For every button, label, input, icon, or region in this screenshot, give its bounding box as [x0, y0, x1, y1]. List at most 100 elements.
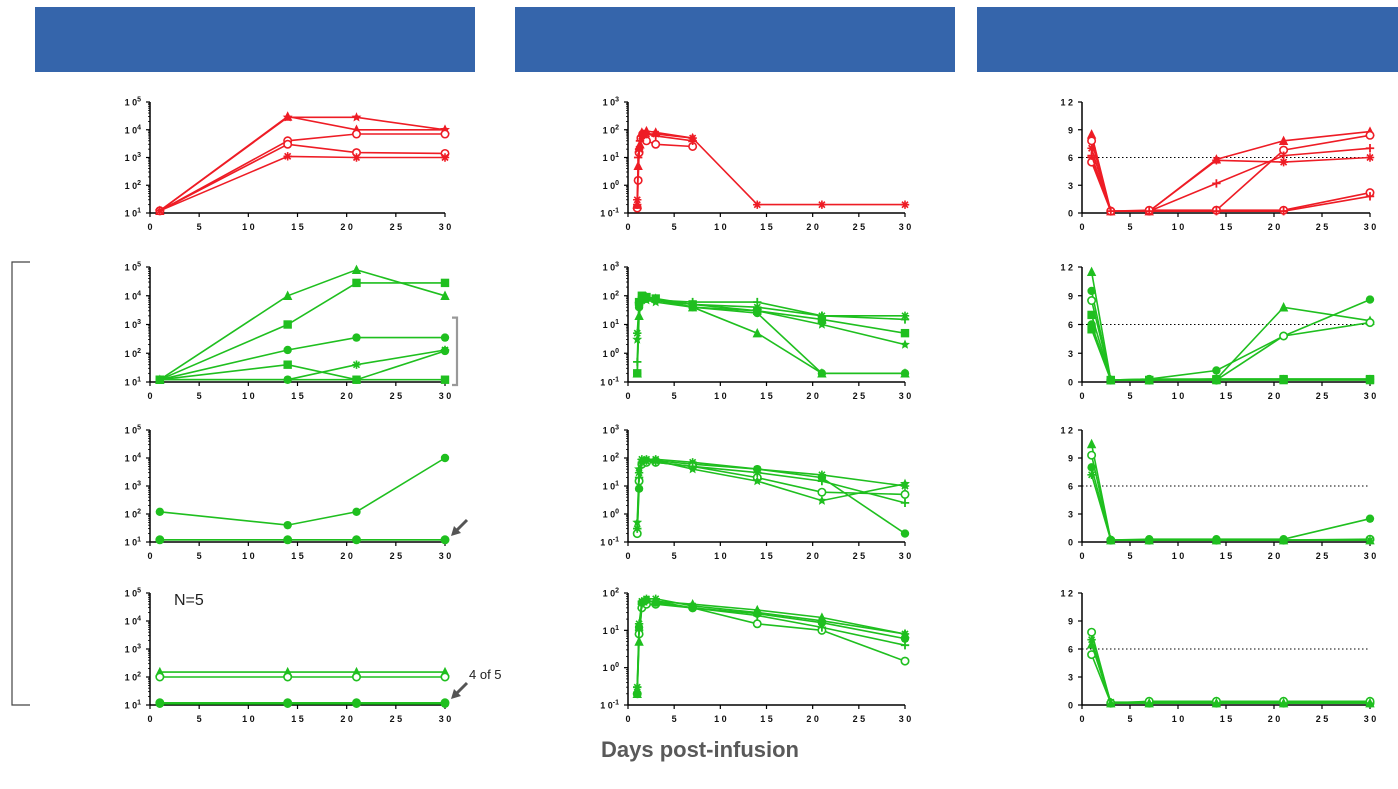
y-tick-label: 1 01 — [125, 377, 142, 388]
x-tick-label: 3 0 — [1364, 551, 1377, 561]
arrow-head — [451, 689, 461, 699]
x-tick-label: 1 5 — [760, 551, 773, 561]
series-line-3 — [1090, 654, 1370, 704]
data-point-series-5 — [816, 319, 827, 329]
data-point-series-2 — [752, 619, 762, 629]
x-tick-label: 1 5 — [291, 391, 304, 401]
y-tick-label: 1 00 — [603, 509, 620, 520]
x-tick-label: 2 0 — [1268, 551, 1281, 561]
y-tick-label: 6 — [1068, 153, 1073, 163]
series-line-5 — [159, 155, 445, 212]
data-point-series-6 — [1087, 320, 1096, 329]
data-point-series-4 — [642, 129, 651, 139]
data-point-series-5 — [283, 360, 292, 369]
data-point-series-4 — [900, 200, 910, 209]
y-tick-label: 1 01 — [125, 208, 142, 219]
data-point-series-6 — [633, 328, 642, 338]
data-point-series-5 — [440, 153, 450, 162]
data-point-series-3 — [440, 333, 450, 342]
series-line-3 — [636, 461, 906, 534]
series-line-2 — [159, 116, 446, 212]
x-tick-label: 5 — [1127, 222, 1132, 232]
data-point-series-5 — [651, 598, 660, 607]
panel-r2-c1: 1 01 1 02 1 03 1 04 1 05 0 5 1 0 1 5 2 0 2 5 3 0 — [125, 262, 459, 401]
data-point-series-3 — [440, 129, 450, 139]
y-tick-label: 3 — [1068, 673, 1073, 683]
x-tick-label: 0 — [1079, 714, 1084, 724]
data-point-series-2 — [900, 656, 910, 666]
x-tick-label: 1 5 — [291, 714, 304, 724]
y-tick-label: 6 — [1068, 645, 1073, 655]
data-point-series-6 — [651, 296, 660, 305]
data-point-series-4 — [1365, 697, 1375, 708]
data-point-series-3 — [633, 369, 642, 378]
data-point-series-1 — [155, 507, 165, 516]
data-point-series-4 — [900, 478, 910, 488]
y-tick-label: 1 01 — [125, 700, 142, 711]
x-tick-label: 3 0 — [439, 714, 452, 724]
data-point-series-4 — [283, 699, 292, 709]
data-point-series-3 — [352, 333, 361, 342]
x-tick-label: 3 0 — [439, 551, 452, 561]
data-point-series-3 — [352, 535, 361, 544]
x-tick-label: 5 — [197, 391, 202, 401]
x-tick-label: 5 — [1127, 714, 1132, 724]
data-point-series-6 — [155, 375, 165, 384]
data-point-series-4 — [753, 200, 762, 209]
x-tick-label: 2 5 — [853, 391, 866, 401]
data-point-series-4 — [1365, 535, 1375, 545]
data-point-series-5 — [900, 634, 910, 643]
y-tick-label: 9 — [1068, 291, 1073, 301]
data-point-series-5 — [1087, 325, 1096, 334]
y-tick-label: 1 02 — [125, 348, 142, 359]
y-tick-label: 9 — [1068, 125, 1073, 135]
y-tick-label: 1 00 — [603, 180, 620, 191]
x-tick-label: 1 0 — [1172, 551, 1185, 561]
data-point-series-6 — [1279, 206, 1288, 216]
x-tick-label: 2 5 — [853, 714, 866, 724]
y-tick-label: 1 02 — [125, 672, 142, 683]
series-line-1 — [159, 457, 446, 526]
data-point-series-4 — [1086, 639, 1097, 649]
x-tick-label: 5 — [197, 551, 202, 561]
y-tick-label: 1 0-1 — [600, 537, 619, 548]
y-tick-label: 0 — [1068, 701, 1073, 711]
data-point-series-2 — [1365, 295, 1375, 304]
y-tick-label: 1 03 — [125, 152, 142, 163]
x-tick-label: 1 0 — [242, 714, 255, 724]
data-point-series-5 — [632, 334, 643, 344]
data-point-series-5 — [753, 609, 762, 618]
panel-r1-c2: 1 0-1 1 00 1 01 1 02 1 03 0 5 1 0 1 5 2 0 2 5 3 0 — [600, 97, 911, 233]
x-axis-label: Days post-infusion — [600, 737, 799, 762]
y-tick-label: 1 0-1 — [600, 377, 619, 388]
y-tick-label: 1 01 — [603, 319, 620, 330]
x-tick-label: 5 — [1127, 391, 1132, 401]
x-tick-label: 2 5 — [390, 714, 403, 724]
data-point-series-4 — [637, 131, 647, 141]
data-point-series-4 — [1212, 535, 1221, 545]
annotation-4-of-5: 4 of 5 — [469, 667, 502, 682]
data-point-series-6 — [688, 300, 697, 309]
x-tick-label: 2 0 — [806, 391, 819, 401]
y-tick-label: 3 — [1068, 349, 1073, 359]
data-point-series-3 — [900, 328, 910, 338]
x-tick-label: 1 0 — [714, 551, 727, 561]
data-point-series-5 — [900, 498, 910, 508]
data-point-series-1 — [1278, 135, 1289, 146]
y-tick-label: 1 03 — [603, 425, 620, 436]
y-tick-label: 1 0-1 — [600, 208, 619, 219]
x-tick-label: 2 5 — [853, 222, 866, 232]
series-line-1 — [636, 459, 906, 535]
data-point-series-4 — [688, 133, 697, 143]
data-point-series-1 — [1086, 129, 1097, 139]
data-point-series-6 — [900, 311, 910, 321]
data-point-series-5 — [352, 153, 361, 162]
x-tick-label: 1 5 — [760, 222, 773, 232]
y-tick-label: 0 — [1068, 209, 1073, 219]
x-tick-label: 2 0 — [340, 551, 353, 561]
left-bracket — [11, 261, 30, 706]
data-point-series-5 — [633, 689, 642, 698]
x-tick-label: 2 5 — [1316, 222, 1329, 232]
x-tick-label: 1 0 — [242, 222, 255, 232]
y-tick-label: 1 2 — [1060, 263, 1073, 273]
